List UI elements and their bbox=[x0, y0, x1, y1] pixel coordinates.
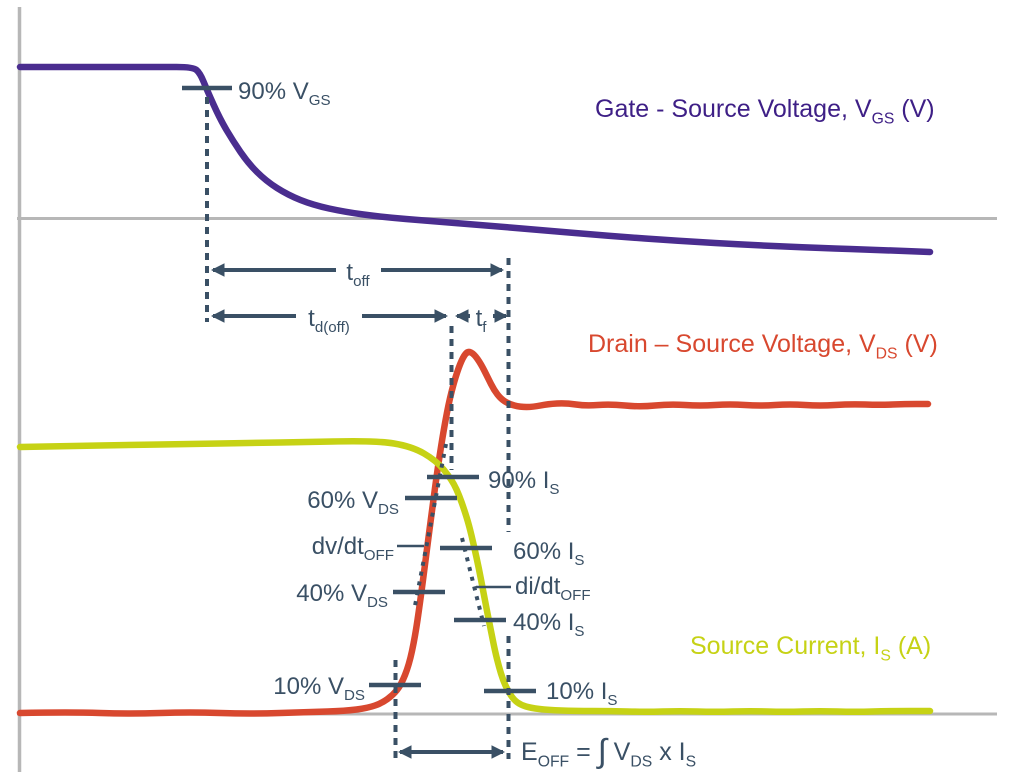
label-40pct-is: 40% IS bbox=[513, 609, 584, 640]
label-40pct-vds: 40% VDS bbox=[296, 580, 388, 611]
label-t-off: toff bbox=[346, 259, 370, 290]
label-90pct-is: 90% IS bbox=[488, 467, 559, 498]
label-dv-dt-off: dv/dtOFF bbox=[312, 533, 394, 564]
label-90pct-vgs: 90% VGS bbox=[238, 78, 331, 109]
label-t-f: tf bbox=[476, 305, 488, 336]
dv-dt-tangent-line bbox=[412, 443, 448, 612]
label-source-current: Source Current, IS (A) bbox=[690, 632, 931, 665]
labels-group: 90% VGS Gate - Source Voltage, VGS (V) tof… bbox=[238, 78, 938, 771]
label-10pct-vds: 10% VDS bbox=[273, 673, 365, 704]
label-e-off-formula: EOFF = ∫ VDS x IS bbox=[521, 732, 696, 771]
source-current-curve bbox=[16, 438, 934, 715]
label-10pct-is: 10% IS bbox=[546, 678, 617, 709]
curves-group bbox=[16, 63, 934, 717]
label-t-d-off: td(off) bbox=[308, 305, 350, 336]
label-60pct-is: 60% IS bbox=[513, 538, 584, 569]
drain-source-voltage-curve bbox=[16, 348, 932, 717]
gate-source-voltage-curve bbox=[16, 63, 934, 256]
label-drain-source-voltage: Drain – Source Voltage, VDS (V) bbox=[588, 330, 938, 363]
label-gate-source-voltage: Gate - Source Voltage, VGS (V) bbox=[595, 95, 935, 128]
annotations-group bbox=[182, 85, 536, 759]
label-di-dt-off: di/dtOFF bbox=[515, 573, 591, 604]
label-60pct-vds: 60% VDS bbox=[307, 487, 399, 518]
